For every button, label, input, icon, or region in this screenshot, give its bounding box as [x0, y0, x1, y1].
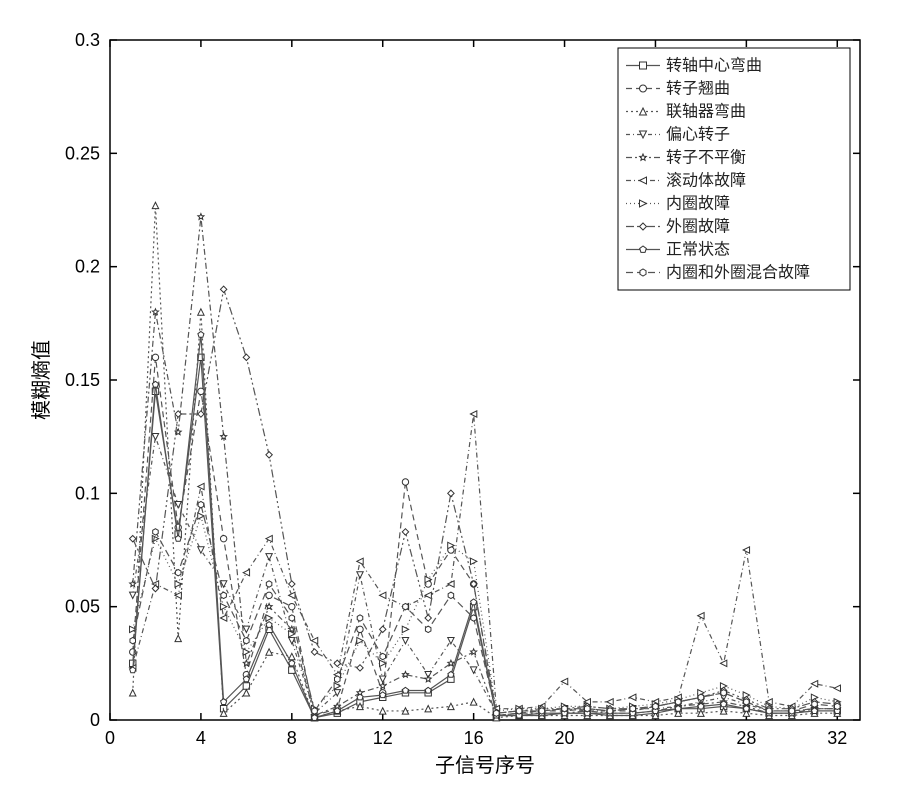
legend-label: 内圈和外圈混合故障	[666, 264, 810, 282]
xtick-label: 32	[827, 728, 847, 748]
xtick-label: 28	[736, 728, 756, 748]
legend-label: 联轴器弯曲	[666, 103, 746, 121]
xtick-label: 24	[645, 728, 665, 748]
ytick-label: 0	[90, 710, 100, 730]
xtick-label: 20	[555, 728, 575, 748]
ytick-label: 0.2	[75, 257, 100, 277]
ytick-label: 0.15	[65, 370, 100, 390]
xlabel: 子信号序号	[435, 754, 535, 777]
line-chart: 0 4 8 12 16 20 24 28 32 0 0.05 0.1 0.15 0.2 0.25 0.3 子信号…	[0, 0, 907, 811]
legend-label: 转轴中心弯曲	[666, 57, 762, 75]
ylabel: 模糊熵值	[30, 340, 53, 420]
legend: 转轴中心弯曲转子翘曲联轴器弯曲偏心转子转子不平衡滚动体故障内圈故障外圈故障正常状…	[618, 48, 850, 290]
ytick-label: 0.25	[65, 143, 100, 163]
legend-label: 偏心转子	[666, 126, 730, 144]
legend-label: 转子翘曲	[666, 80, 730, 98]
legend-label: 外圈故障	[666, 218, 730, 236]
chart-wrapper: 0 4 8 12 16 20 24 28 32 0 0.05 0.1 0.15 0.2 0.25 0.3 子信号…	[0, 0, 907, 811]
ytick-label: 0.1	[75, 483, 100, 503]
legend-label: 滚动体故障	[666, 172, 746, 190]
xtick-label: 16	[464, 728, 484, 748]
ytick-label: 0.3	[75, 30, 100, 50]
xtick-label: 4	[196, 728, 206, 748]
legend-label: 正常状态	[666, 241, 730, 259]
legend-label: 转子不平衡	[666, 149, 746, 167]
legend-label: 内圈故障	[666, 195, 730, 213]
ytick-label: 0.05	[65, 597, 100, 617]
xtick-label: 0	[105, 728, 115, 748]
xtick-label: 8	[287, 728, 297, 748]
xtick-label: 12	[373, 728, 393, 748]
